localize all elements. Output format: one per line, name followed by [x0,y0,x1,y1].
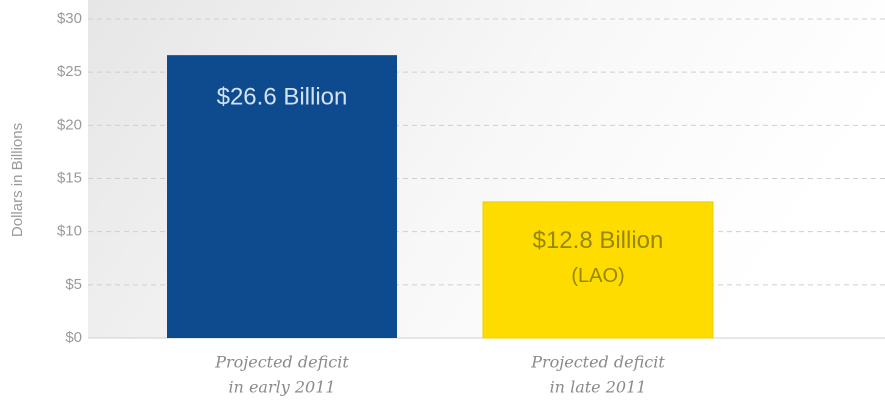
annotation: (LAO) [571,265,624,287]
y-tick-label: $25 [57,63,82,80]
y-tick-label: $20 [57,116,82,133]
x-tick-label: in early 2011 [228,378,335,397]
y-axis-label: Dollars in Billions [9,123,26,237]
value-label: $12.8 Billion [533,227,664,254]
x-tick-label: Projected deficit [530,353,665,372]
y-tick-label: $0 [65,329,82,346]
value-label: $26.6 Billion [217,83,348,110]
y-tick-label: $10 [57,223,82,240]
y-tick-label: $15 [57,169,82,186]
bar [167,55,397,339]
x-tick-label: in late 2011 [550,378,647,397]
bar [482,201,714,339]
y-tick-label: $5 [65,276,82,293]
y-tick-label: $30 [57,10,82,27]
x-tick-label: Projected deficit [214,353,349,372]
